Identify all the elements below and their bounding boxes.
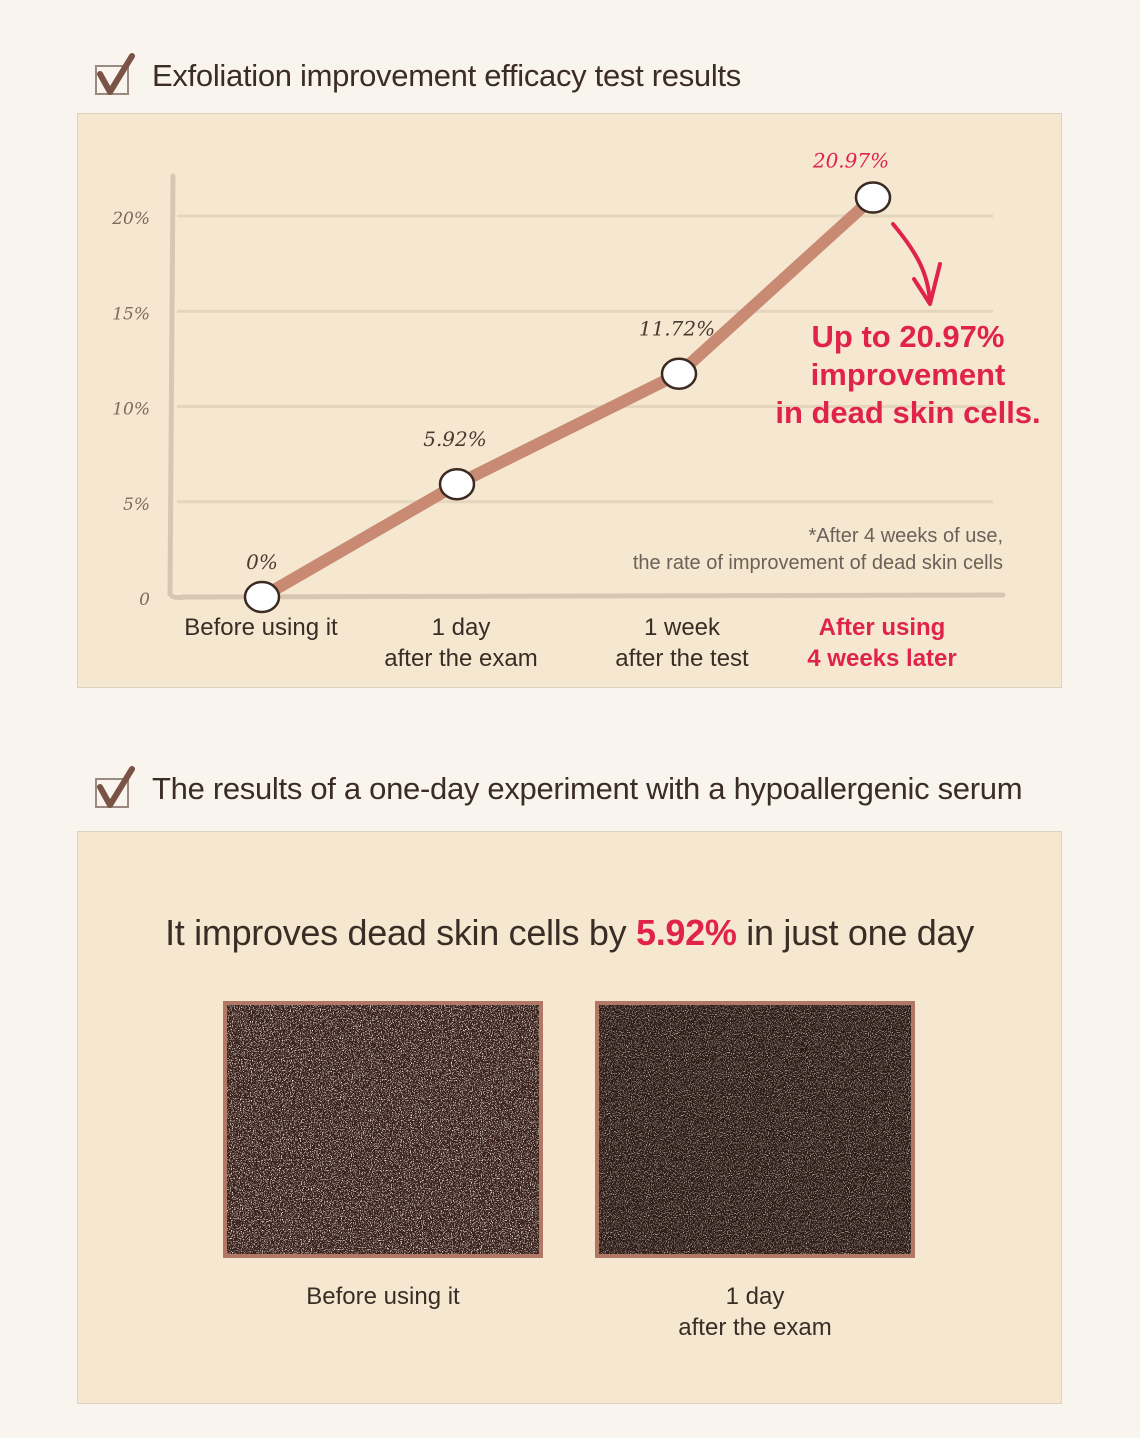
y-tick-label: 20% (111, 209, 150, 229)
skin-photo-after (595, 1001, 915, 1258)
checkbox-check-icon (92, 765, 140, 813)
skin-photo-before (223, 1001, 543, 1258)
down-arrow-icon (891, 222, 932, 304)
data-label: 5.92% (423, 427, 487, 451)
y-tick-label: 10% (112, 400, 150, 420)
checkbox-check-icon (92, 52, 140, 100)
callout-line1: Up to 20.97% (811, 319, 1005, 354)
improvement-callout: Up to 20.97% improvement in dead skin ce… (758, 318, 1058, 432)
section2-header: The results of a one-day experiment with… (92, 765, 1023, 813)
y-tick-label: 5% (123, 495, 150, 515)
line-chart: 0 5% 10% 15% 20% 0% 5.92% 11.72% 20.97% (111, 149, 1006, 614)
headline: It improves dead skin cells by 5.92% in … (165, 912, 974, 953)
data-point (243, 580, 281, 614)
x-label-4weeks: After using 4 weeks later (807, 614, 957, 672)
data-point (438, 467, 476, 501)
chart-panel: 0 5% 10% 15% 20% 0% 5.92% 11.72% 20.97% Up to 2… (77, 113, 1062, 688)
data-label: 20.97% (812, 149, 889, 173)
data-label: 11.72% (639, 317, 715, 341)
x-label-before: Before using it (184, 614, 338, 641)
experiment-panel: It improves dead skin cells by 5.92% in … (77, 831, 1062, 1404)
arrow-head-icon (912, 262, 942, 306)
callout-line2: improvement (810, 357, 1006, 392)
data-label: 0% (246, 550, 278, 574)
x-label-1week: 1 week after the test (615, 614, 749, 672)
series-line (256, 191, 879, 603)
x-axis (180, 592, 1006, 600)
photo-caption-before: Before using it (306, 1283, 460, 1310)
data-point (854, 181, 892, 214)
y-tick-label: 15% (112, 304, 150, 324)
section1-title: Exfoliation improvement efficacy test re… (152, 58, 741, 93)
x-label-1day: 1 day after the exam (384, 614, 538, 672)
footnote-line2: the rate of improvement of dead skin cel… (632, 552, 1003, 574)
footnote: *After 4 weeks of use, the rate of impro… (633, 523, 1003, 577)
section2-title: The results of a one-day experiment with… (152, 771, 1023, 806)
y-tick-label: 0 (139, 590, 150, 610)
y-axis (167, 173, 188, 601)
section1-header: Exfoliation improvement efficacy test re… (92, 52, 741, 100)
photo-caption-after: 1 day after the exam (678, 1283, 832, 1341)
data-point (660, 357, 698, 390)
callout-line3: in dead skin cells. (775, 395, 1041, 430)
headline-highlight: 5.92% (635, 912, 737, 953)
footnote-line1: *After 4 weeks of use, (808, 525, 1003, 547)
